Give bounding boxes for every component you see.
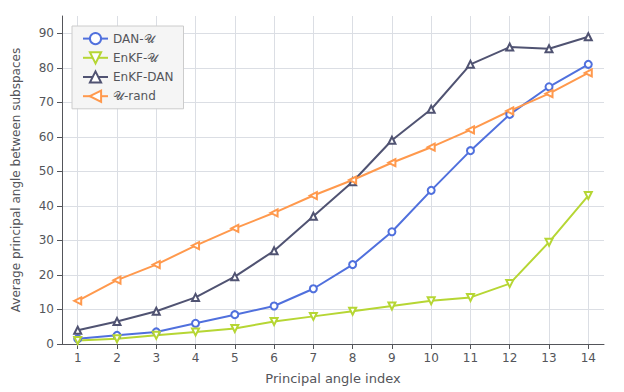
svg-text:0: 0: [46, 337, 54, 351]
svg-text:40: 40: [39, 199, 54, 213]
svg-text:7: 7: [310, 351, 318, 365]
svg-text:30: 30: [39, 233, 54, 247]
svg-text:80: 80: [39, 61, 54, 75]
svg-text:DAN-𝒰: DAN-𝒰: [113, 32, 157, 46]
svg-text:90: 90: [39, 26, 54, 40]
svg-text:Average principal angle betwee: Average principal angle between subspace…: [9, 48, 23, 312]
svg-text:𝒰-rand: 𝒰-rand: [113, 89, 156, 103]
svg-text:14: 14: [581, 351, 596, 365]
svg-text:11: 11: [463, 351, 478, 365]
svg-text:20: 20: [39, 268, 54, 282]
svg-text:EnKF-𝒰: EnKF-𝒰: [113, 51, 160, 65]
svg-text:50: 50: [39, 164, 54, 178]
svg-text:5: 5: [231, 351, 239, 365]
svg-text:10: 10: [424, 351, 439, 365]
svg-text:4: 4: [192, 351, 200, 365]
svg-text:1: 1: [74, 351, 82, 365]
svg-text:12: 12: [502, 351, 517, 365]
svg-text:9: 9: [388, 351, 396, 365]
svg-text:6: 6: [270, 351, 278, 365]
svg-text:70: 70: [39, 95, 54, 109]
svg-text:60: 60: [39, 130, 54, 144]
svg-text:3: 3: [152, 351, 160, 365]
svg-text:Principal angle index: Principal angle index: [265, 371, 401, 386]
svg-text:EnKF-DAN: EnKF-DAN: [113, 70, 174, 84]
svg-text:10: 10: [39, 302, 54, 316]
svg-text:13: 13: [541, 351, 556, 365]
svg-text:8: 8: [349, 351, 357, 365]
svg-text:2: 2: [113, 351, 121, 365]
